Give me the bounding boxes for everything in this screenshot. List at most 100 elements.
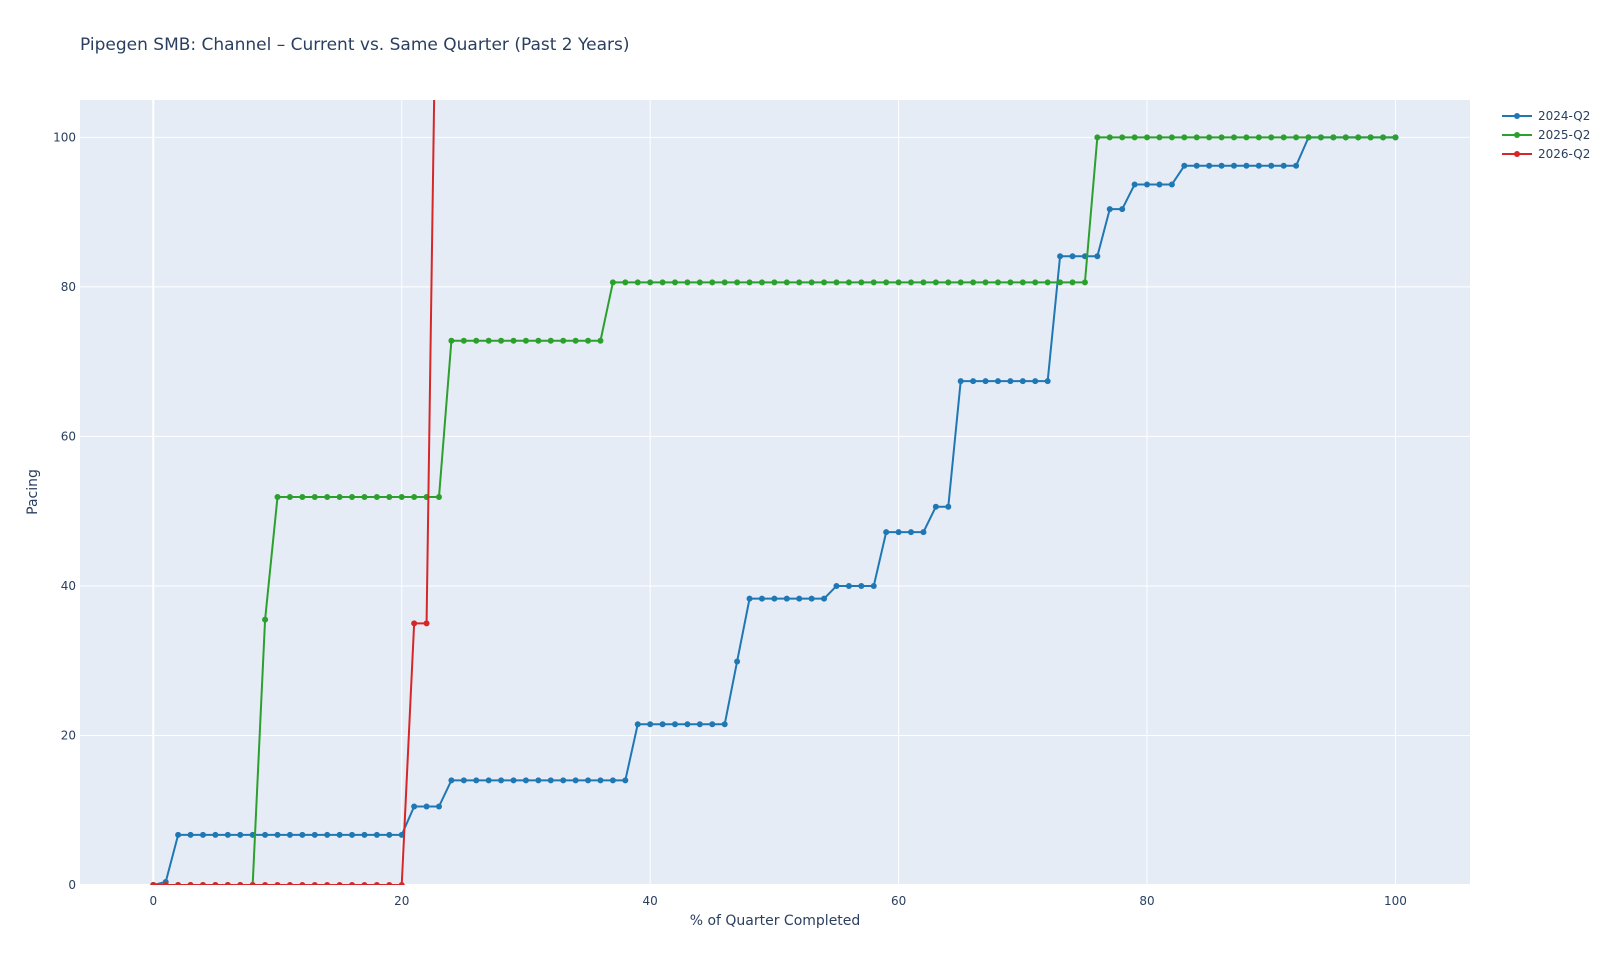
data-point bbox=[349, 493, 356, 500]
data-point bbox=[398, 882, 405, 885]
data-point bbox=[1392, 134, 1399, 141]
data-point bbox=[311, 831, 318, 838]
data-point bbox=[1106, 134, 1113, 141]
data-point bbox=[1156, 134, 1163, 141]
data-point bbox=[883, 529, 890, 536]
data-point bbox=[883, 279, 890, 286]
data-point bbox=[299, 882, 306, 885]
data-point bbox=[386, 882, 393, 885]
y-tick-label: 0 bbox=[68, 878, 76, 892]
y-tick-label: 80 bbox=[61, 280, 76, 294]
data-point bbox=[386, 493, 393, 500]
data-point bbox=[1069, 279, 1076, 286]
x-tick-label: 60 bbox=[891, 894, 906, 908]
data-point bbox=[622, 777, 629, 784]
data-point bbox=[572, 337, 579, 344]
data-point bbox=[460, 777, 467, 784]
data-point bbox=[473, 777, 480, 784]
data-point bbox=[994, 378, 1001, 385]
data-point bbox=[783, 595, 790, 602]
data-point bbox=[634, 721, 641, 728]
data-point bbox=[1081, 279, 1088, 286]
y-tick-labels: 0 20 40 60 80 100 bbox=[53, 130, 76, 892]
data-point bbox=[1218, 162, 1225, 169]
data-point bbox=[448, 777, 455, 784]
data-point bbox=[286, 493, 293, 500]
data-point bbox=[1280, 134, 1287, 141]
data-point bbox=[1268, 134, 1275, 141]
data-point bbox=[311, 493, 318, 500]
data-point bbox=[783, 279, 790, 286]
data-point bbox=[1007, 378, 1014, 385]
y-tick-label: 20 bbox=[61, 728, 76, 742]
data-point bbox=[423, 620, 430, 627]
data-point bbox=[994, 279, 1001, 286]
data-point bbox=[237, 882, 244, 885]
data-point bbox=[224, 882, 231, 885]
data-point bbox=[746, 595, 753, 602]
data-point bbox=[522, 777, 529, 784]
series-2026-Q2 bbox=[150, 100, 436, 885]
legend-swatch-marker bbox=[1514, 151, 1520, 157]
data-point bbox=[572, 777, 579, 784]
series-layer bbox=[150, 100, 1399, 885]
data-point bbox=[609, 777, 616, 784]
data-point bbox=[970, 378, 977, 385]
data-point bbox=[845, 582, 852, 589]
data-point bbox=[758, 595, 765, 602]
data-point bbox=[721, 279, 728, 286]
data-point bbox=[970, 279, 977, 286]
data-point bbox=[734, 279, 741, 286]
data-point bbox=[560, 777, 567, 784]
data-point bbox=[1119, 206, 1126, 213]
data-point bbox=[908, 529, 915, 536]
data-point bbox=[597, 777, 604, 784]
data-point bbox=[162, 882, 169, 885]
legend-item: 2025-Q2 bbox=[1502, 128, 1590, 142]
data-point bbox=[398, 493, 405, 500]
data-point bbox=[1131, 134, 1138, 141]
data-point bbox=[1367, 134, 1374, 141]
data-point bbox=[1243, 134, 1250, 141]
data-point bbox=[659, 279, 666, 286]
data-point bbox=[1168, 134, 1175, 141]
data-point bbox=[199, 831, 206, 838]
data-point bbox=[349, 882, 356, 885]
data-point bbox=[957, 279, 964, 286]
data-point bbox=[485, 337, 492, 344]
data-point bbox=[1144, 134, 1151, 141]
data-point bbox=[187, 831, 194, 838]
data-point bbox=[746, 279, 753, 286]
data-point bbox=[796, 595, 803, 602]
data-point bbox=[709, 721, 716, 728]
data-point bbox=[361, 493, 368, 500]
plot-background bbox=[80, 100, 1470, 885]
data-point bbox=[1181, 162, 1188, 169]
data-point bbox=[1293, 134, 1300, 141]
data-point bbox=[684, 279, 691, 286]
data-point bbox=[361, 831, 368, 838]
data-point bbox=[1305, 134, 1312, 141]
data-point bbox=[1094, 134, 1101, 141]
data-point bbox=[796, 279, 803, 286]
data-point bbox=[212, 831, 219, 838]
data-point bbox=[870, 279, 877, 286]
legend-swatch-marker bbox=[1514, 113, 1520, 119]
x-tick-label: 40 bbox=[643, 894, 658, 908]
data-point bbox=[647, 721, 654, 728]
data-point bbox=[373, 831, 380, 838]
data-point bbox=[845, 279, 852, 286]
data-point bbox=[498, 777, 505, 784]
data-point bbox=[324, 882, 331, 885]
data-point bbox=[771, 595, 778, 602]
data-point bbox=[460, 337, 467, 344]
data-point bbox=[1144, 181, 1151, 188]
data-point bbox=[274, 493, 281, 500]
data-point bbox=[212, 882, 219, 885]
x-tick-label: 0 bbox=[149, 894, 157, 908]
data-point bbox=[908, 279, 915, 286]
data-point bbox=[1057, 253, 1064, 260]
data-point bbox=[1280, 162, 1287, 169]
data-point bbox=[336, 882, 343, 885]
